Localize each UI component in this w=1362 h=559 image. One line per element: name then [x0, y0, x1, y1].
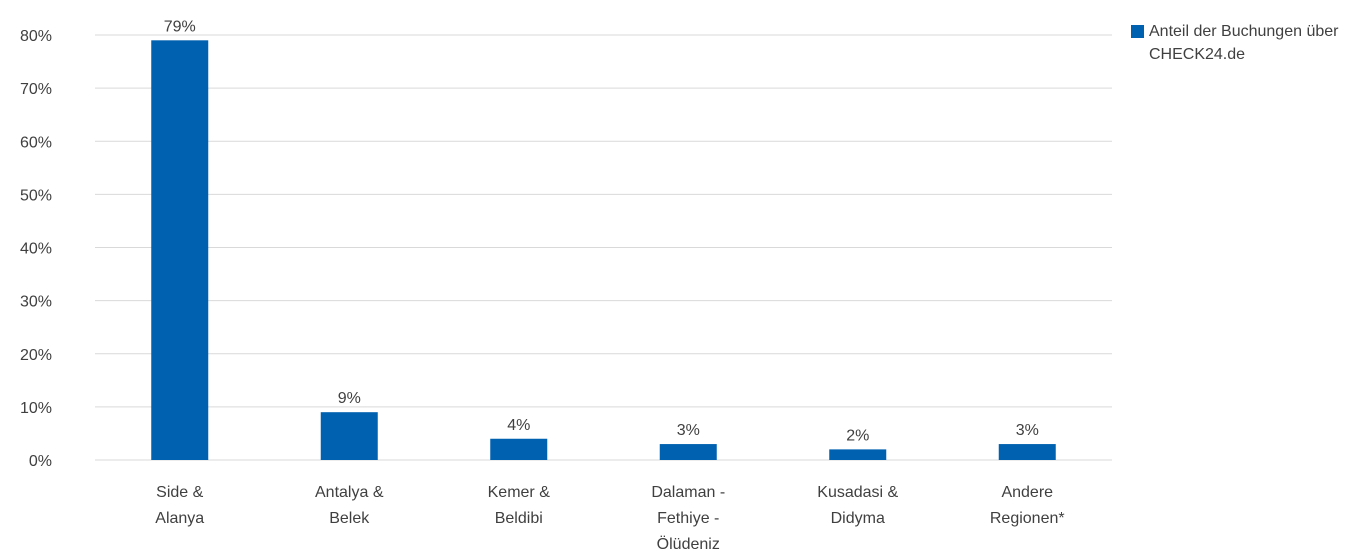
legend-label: Anteil der Buchungen über CHECK24.de	[1149, 23, 1339, 63]
x-tick-label: Side &	[156, 484, 203, 501]
data-label: 3%	[677, 422, 700, 439]
data-label: 79%	[164, 18, 196, 35]
x-tick-label: Antalya &	[315, 484, 384, 501]
bar	[829, 449, 887, 460]
y-tick-label: 0%	[29, 453, 52, 470]
x-tick-label: Didyma	[831, 510, 885, 527]
x-tick-label: Kemer &	[488, 484, 551, 501]
y-tick-label: 50%	[20, 187, 52, 204]
bar	[151, 40, 209, 460]
y-tick-label: 20%	[20, 347, 52, 364]
x-tick-label: Regionen*	[990, 510, 1065, 527]
bar	[490, 438, 548, 460]
x-tick-label: Andere	[1001, 484, 1053, 501]
x-tick-label: Ölüdeniz	[657, 535, 720, 553]
x-tick-label: Beldibi	[495, 510, 543, 527]
x-tick-label: Dalaman -	[651, 484, 725, 501]
legend-swatch	[1131, 25, 1144, 38]
data-label: 9%	[338, 390, 361, 407]
y-tick-label: 10%	[20, 400, 52, 417]
y-tick-label: 80%	[20, 28, 52, 45]
bar	[659, 444, 717, 460]
y-tick-label: 40%	[20, 241, 52, 258]
data-label: 2%	[846, 427, 869, 444]
y-tick-label: 60%	[20, 134, 52, 151]
data-label: 3%	[1016, 422, 1039, 439]
bar	[320, 412, 378, 460]
x-tick-label: Kusadasi &	[817, 484, 898, 501]
x-tick-label: Fethiye -	[657, 510, 719, 527]
y-tick-label: 30%	[20, 294, 52, 311]
x-tick-label: Belek	[329, 510, 370, 527]
data-label: 4%	[507, 417, 530, 434]
y-tick-label: 70%	[20, 81, 52, 98]
x-tick-label: Alanya	[155, 510, 204, 527]
bar	[998, 444, 1056, 460]
